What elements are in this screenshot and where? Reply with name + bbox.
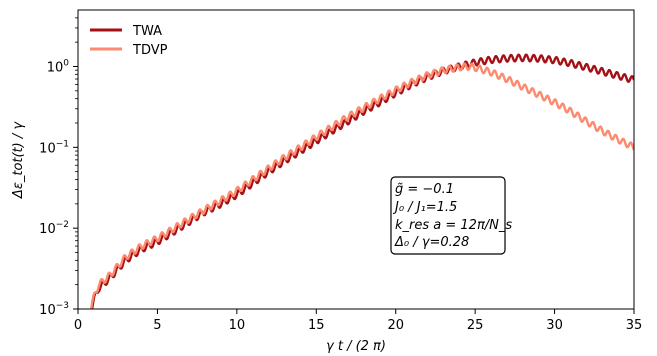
y-axis-ticks: 10−3 10−2 10−1 100 [39,17,78,318]
x-axis-label: γ t / (2 π) [326,339,386,354]
series-layer [89,53,634,309]
legend-label-tdvp: TDVP [132,43,168,58]
y-tick-label: 10−3 [39,301,69,318]
parameter-annotation: g̃ = −0.1 J₀ / J₁=1.5 k_res a = 12π/N_s … [390,176,512,255]
x-tick-label: 0 [74,318,82,333]
y-tick-label: 10−1 [39,139,69,156]
legend: TWA TDVP [90,24,168,58]
series-line-twa [90,53,634,309]
x-tick-label: 5 [153,318,161,333]
annotation-line-j-ratio: J₀ / J₁=1.5 [392,200,457,215]
annotation-line-g: g̃ = −0.1 [395,182,454,197]
x-axis-ticks: 0 5 10 15 20 25 30 35 [74,309,642,333]
x-tick-label: 10 [229,318,246,333]
y-axis-label: Δε_tot(t) / γ [11,121,26,199]
y-tick-label: 10−2 [39,220,69,237]
annotation-line-kres: k_res a = 12π/N_s [395,218,512,233]
legend-label-twa: TWA [132,24,162,39]
x-tick-label: 35 [626,318,643,333]
plot-area-background [78,10,634,309]
annotation-box [390,176,506,255]
x-tick-label: 25 [467,318,484,333]
annotation-line-delta: Δ₀ / γ=0.28 [394,235,469,250]
x-tick-label: 20 [387,318,404,333]
y-tick-label: 100 [47,59,70,76]
x-tick-label: 30 [546,318,563,333]
x-tick-label: 15 [308,318,325,333]
series-line-tdvp [89,62,634,309]
